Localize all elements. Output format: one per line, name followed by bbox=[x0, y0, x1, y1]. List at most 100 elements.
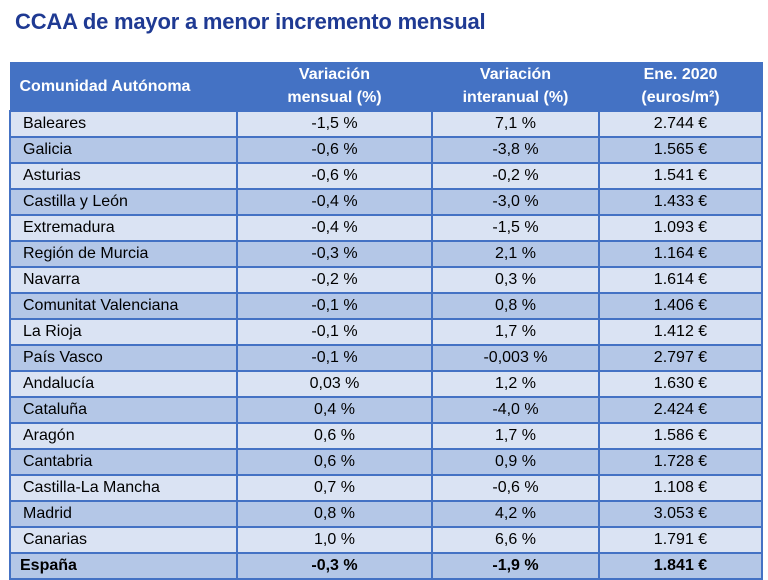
header-monthly-line2: mensual (%) bbox=[287, 89, 382, 106]
price-value: 1.541 € bbox=[598, 162, 763, 190]
monthly-change: 0,8 % bbox=[236, 500, 433, 528]
region-name: Comunitat Valenciana bbox=[9, 292, 238, 320]
table-row: Asturias -0,6 % -0,2 % 1.541 € bbox=[9, 162, 763, 190]
yearly-change: 0,9 % bbox=[431, 448, 600, 476]
monthly-change: -0,4 % bbox=[236, 214, 433, 242]
header-monthly: Variación mensual (%) bbox=[236, 62, 433, 111]
table-row: Madrid 0,8 % 4,2 % 3.053 € bbox=[9, 500, 763, 528]
price-value: 1.412 € bbox=[598, 318, 763, 346]
total-yearly-change: -1,9 % bbox=[431, 552, 600, 580]
price-value: 1.406 € bbox=[598, 292, 763, 320]
table-row: País Vasco -0,1 % -0,003 % 2.797 € bbox=[9, 344, 763, 372]
monthly-change: -0,6 % bbox=[236, 162, 433, 190]
region-name: Baleares bbox=[9, 110, 238, 138]
total-row: España -0,3 % -1,9 % 1.841 € bbox=[9, 552, 763, 580]
price-value: 2.797 € bbox=[598, 344, 763, 372]
price-value: 1.614 € bbox=[598, 266, 763, 294]
yearly-change: -4,0 % bbox=[431, 396, 600, 424]
region-name: Castilla-La Mancha bbox=[9, 474, 238, 502]
table-row: Andalucía 0,03 % 1,2 % 1.630 € bbox=[9, 370, 763, 398]
header-yearly: Variación interanual (%) bbox=[431, 62, 600, 111]
table-row: Baleares -1,5 % 7,1 % 2.744 € bbox=[9, 110, 763, 138]
region-name: Cataluña bbox=[9, 396, 238, 424]
region-name: Aragón bbox=[9, 422, 238, 450]
region-name: Región de Murcia bbox=[9, 240, 238, 268]
region-name: Cantabria bbox=[9, 448, 238, 476]
yearly-change: 1,2 % bbox=[431, 370, 600, 398]
region-name: Asturias bbox=[9, 162, 238, 190]
yearly-change: 1,7 % bbox=[431, 318, 600, 346]
price-value: 1.093 € bbox=[598, 214, 763, 242]
table-body: Baleares -1,5 % 7,1 % 2.744 € Galicia -0… bbox=[9, 110, 763, 580]
price-value: 2.424 € bbox=[598, 396, 763, 424]
price-value: 1.791 € bbox=[598, 526, 763, 554]
monthly-change: -0,6 % bbox=[236, 136, 433, 164]
monthly-change: 0,6 % bbox=[236, 448, 433, 476]
region-name: Extremadura bbox=[9, 214, 238, 242]
monthly-change: -0,4 % bbox=[236, 188, 433, 216]
region-name: Canarias bbox=[9, 526, 238, 554]
monthly-change: -0,1 % bbox=[236, 344, 433, 372]
yearly-change: 2,1 % bbox=[431, 240, 600, 268]
header-monthly-line1: Variación bbox=[298, 66, 371, 83]
yearly-change: -3,0 % bbox=[431, 188, 600, 216]
header-region-label: Comunidad Autónoma bbox=[19, 77, 191, 95]
header-price-line2: (euros/m²) bbox=[641, 89, 720, 106]
monthly-change: 0,6 % bbox=[236, 422, 433, 450]
yearly-change: 6,6 % bbox=[431, 526, 600, 554]
table-row: Comunitat Valenciana -0,1 % 0,8 % 1.406 … bbox=[9, 292, 763, 320]
table-row: Extremadura -0,4 % -1,5 % 1.093 € bbox=[9, 214, 763, 242]
monthly-change: -0,2 % bbox=[236, 266, 433, 294]
yearly-change: -0,003 % bbox=[431, 344, 600, 372]
table-row: La Rioja -0,1 % 1,7 % 1.412 € bbox=[9, 318, 763, 346]
total-monthly-change: -0,3 % bbox=[236, 552, 433, 580]
yearly-change: 4,2 % bbox=[431, 500, 600, 528]
page-title: CCAA de mayor a menor incremento mensual bbox=[15, 9, 486, 34]
region-name: Navarra bbox=[9, 266, 238, 294]
price-value: 2.744 € bbox=[598, 110, 763, 138]
yearly-change: -1,5 % bbox=[431, 214, 600, 242]
price-value: 1.164 € bbox=[598, 240, 763, 268]
header-price-line1: Ene. 2020 bbox=[643, 66, 718, 83]
total-region-name: España bbox=[9, 552, 238, 580]
table-row: Galicia -0,6 % -3,8 % 1.565 € bbox=[9, 136, 763, 164]
header-price: Ene. 2020 (euros/m²) bbox=[598, 62, 763, 111]
header-yearly-line2: interanual (%) bbox=[462, 89, 569, 106]
monthly-change: -0,1 % bbox=[236, 318, 433, 346]
monthly-change: -0,3 % bbox=[236, 240, 433, 268]
price-value: 1.586 € bbox=[598, 422, 763, 450]
price-value: 1.565 € bbox=[598, 136, 763, 164]
price-value: 1.728 € bbox=[598, 448, 763, 476]
monthly-change: 0,7 % bbox=[236, 474, 433, 502]
table-header-row: Comunidad Autónoma Variación mensual (%)… bbox=[9, 62, 763, 111]
total-price-value: 1.841 € bbox=[598, 552, 763, 580]
yearly-change: 0,3 % bbox=[431, 266, 600, 294]
price-value: 1.108 € bbox=[598, 474, 763, 502]
region-name: País Vasco bbox=[9, 344, 238, 372]
table-row: Cataluña 0,4 % -4,0 % 2.424 € bbox=[9, 396, 763, 424]
header-region: Comunidad Autónoma bbox=[9, 62, 238, 111]
price-value: 1.433 € bbox=[598, 188, 763, 216]
table-row: Navarra -0,2 % 0,3 % 1.614 € bbox=[9, 266, 763, 294]
yearly-change: -0,6 % bbox=[431, 474, 600, 502]
region-name: Galicia bbox=[9, 136, 238, 164]
header-yearly-line1: Variación bbox=[479, 66, 552, 83]
region-name: Andalucía bbox=[9, 370, 238, 398]
table-row: Canarias 1,0 % 6,6 % 1.791 € bbox=[9, 526, 763, 554]
monthly-change: -1,5 % bbox=[236, 110, 433, 138]
yearly-change: 1,7 % bbox=[431, 422, 600, 450]
table-row: Castilla y León -0,4 % -3,0 % 1.433 € bbox=[9, 188, 763, 216]
region-name: Madrid bbox=[9, 500, 238, 528]
price-value: 3.053 € bbox=[598, 500, 763, 528]
price-value: 1.630 € bbox=[598, 370, 763, 398]
table-row: Castilla-La Mancha 0,7 % -0,6 % 1.108 € bbox=[9, 474, 763, 502]
monthly-change: 0,4 % bbox=[236, 396, 433, 424]
regions-table: Comunidad Autónoma Variación mensual (%)… bbox=[9, 62, 763, 580]
table-row: Región de Murcia -0,3 % 2,1 % 1.164 € bbox=[9, 240, 763, 268]
monthly-change: 0,03 % bbox=[236, 370, 433, 398]
monthly-change: -0,1 % bbox=[236, 292, 433, 320]
table-row: Aragón 0,6 % 1,7 % 1.586 € bbox=[9, 422, 763, 450]
region-name: La Rioja bbox=[9, 318, 238, 346]
yearly-change: 7,1 % bbox=[431, 110, 600, 138]
yearly-change: -3,8 % bbox=[431, 136, 600, 164]
